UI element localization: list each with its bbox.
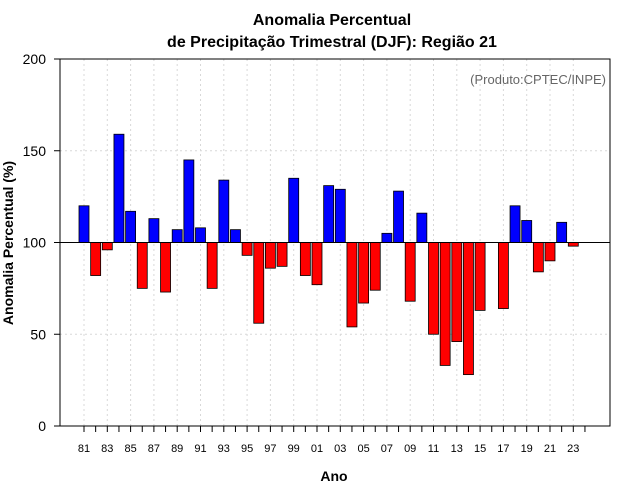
bar-07 (381, 232, 393, 243)
bar-05 (358, 242, 370, 304)
bar-92 (206, 242, 218, 289)
bar-95 (241, 242, 253, 256)
bar-19 (521, 220, 533, 243)
credit-label: (Produto:CPTEC/INPE) (470, 72, 606, 87)
x-tick-label: 23 (567, 443, 579, 455)
x-tick-label: 99 (288, 443, 300, 455)
x-tick-label: 03 (334, 443, 346, 455)
x-tick-label: 09 (404, 443, 416, 455)
bar-90 (183, 159, 195, 243)
y-axis: 0 50 100 150 200 (23, 51, 60, 434)
bar-14 (463, 242, 474, 376)
x-tick-label: 93 (218, 443, 230, 455)
bar-94 (230, 229, 241, 243)
x-tick-label: 05 (357, 443, 369, 455)
bar-04 (346, 242, 358, 328)
bar-02 (323, 185, 335, 243)
bar-98 (276, 242, 288, 267)
bar-93 (218, 179, 230, 243)
x-tick-label: 83 (101, 443, 113, 455)
x-tick-label: 13 (451, 443, 463, 455)
bar-86 (136, 242, 148, 289)
bar-00 (299, 242, 311, 276)
x-axis: 81 83 85 87 89 91 93 95 97 99 01 03 05 07 09 11 13 15 17 19… (78, 426, 586, 455)
bar-03 (334, 188, 346, 243)
bar-87 (148, 218, 160, 243)
bar-01 (311, 242, 323, 286)
bar-88 (160, 242, 171, 293)
y-tick-label: 50 (30, 326, 46, 342)
bar-83 (101, 242, 113, 251)
grid (60, 59, 610, 426)
x-tick-label: 91 (194, 443, 206, 455)
chart-title-line1: Anomalia Percentual (253, 12, 411, 29)
y-tick-label: 150 (23, 143, 47, 159)
x-tick-label: 87 (148, 443, 160, 455)
bar-81 (78, 205, 90, 243)
x-tick-label: 01 (311, 443, 323, 455)
bar-15 (474, 242, 486, 311)
x-tick-label: 21 (544, 443, 556, 455)
bar-85 (125, 210, 136, 243)
x-tick-label: 81 (78, 443, 90, 455)
x-tick-label: 11 (428, 443, 439, 455)
chart-title-line2: de Precipitação Trimestral (DJF): Região… (167, 34, 497, 51)
x-tick-label: 85 (124, 443, 136, 455)
bar-13 (451, 242, 463, 342)
bar-99 (288, 177, 300, 243)
x-tick-label: 15 (474, 443, 486, 455)
bar-10 (416, 212, 428, 243)
x-tick-label: 89 (171, 443, 183, 455)
y-tick-label: 100 (23, 235, 47, 251)
bar-20 (532, 242, 544, 273)
bar-89 (171, 229, 183, 243)
bar-11 (428, 242, 439, 335)
bar-22 (556, 221, 568, 243)
y-tick-label: 200 (23, 51, 47, 67)
x-tick-label: 07 (381, 443, 393, 455)
bar-17 (497, 242, 509, 309)
bar-21 (544, 242, 556, 262)
bar-08 (393, 190, 404, 243)
bar-91 (195, 227, 206, 243)
bar-96 (253, 242, 265, 324)
x-tick-label: 17 (497, 443, 509, 455)
y-axis-title: Anomalia Percentual (%) (0, 161, 16, 325)
x-tick-label: 19 (521, 443, 533, 455)
bar-09 (404, 242, 416, 302)
x-axis-title: Ano (320, 468, 347, 484)
bar-18 (509, 205, 521, 243)
bar-97 (264, 242, 276, 269)
bar-06 (369, 242, 381, 291)
bar-82 (90, 242, 102, 276)
bar-23 (567, 242, 579, 247)
x-tick-label: 95 (241, 443, 253, 455)
bar-84 (113, 133, 125, 243)
bar-12 (439, 242, 451, 366)
y-tick-label: 0 (38, 418, 46, 434)
x-tick-label: 97 (264, 443, 276, 455)
